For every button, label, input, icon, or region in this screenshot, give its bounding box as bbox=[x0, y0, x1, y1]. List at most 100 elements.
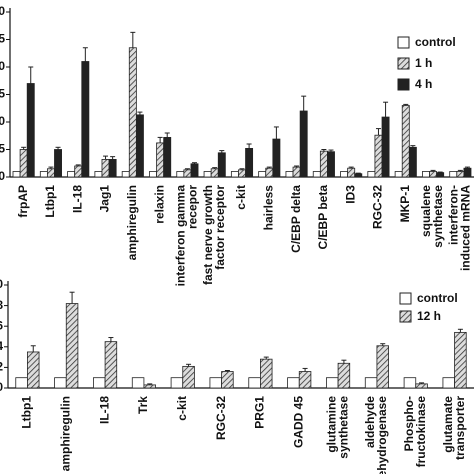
bar bbox=[156, 142, 165, 178]
bar bbox=[121, 171, 130, 178]
bar bbox=[449, 171, 458, 178]
bar bbox=[238, 169, 246, 178]
bar bbox=[209, 377, 222, 389]
bar bbox=[163, 136, 172, 178]
x-tick-label: interferon gamma bbox=[174, 185, 188, 287]
bar bbox=[182, 365, 195, 389]
bar bbox=[364, 377, 378, 389]
y-tick-label: 8 bbox=[0, 298, 3, 312]
x-tick-label: hairless bbox=[261, 185, 275, 231]
y-tick-label: 25 bbox=[0, 32, 5, 46]
bar bbox=[374, 134, 383, 178]
bar bbox=[210, 168, 219, 178]
x-tick-label: Ltbp1 bbox=[20, 396, 34, 429]
x-tick-label: Jag1 bbox=[98, 185, 112, 213]
x-tick-label: recepor bbox=[186, 185, 200, 229]
bar bbox=[340, 171, 349, 178]
legend-label: 12 h bbox=[417, 309, 441, 323]
bar bbox=[54, 377, 67, 389]
bar bbox=[143, 384, 156, 389]
bar bbox=[376, 345, 389, 389]
bar bbox=[260, 358, 273, 389]
x-tick-label: transporter bbox=[453, 396, 467, 460]
bar bbox=[272, 138, 281, 178]
x-tick-label: synthetase bbox=[431, 185, 445, 248]
x-tick-label: glutamate bbox=[441, 396, 455, 453]
x-tick-label: frpAP bbox=[16, 185, 30, 218]
bar bbox=[258, 171, 267, 178]
bar bbox=[429, 171, 438, 178]
bar bbox=[292, 166, 301, 178]
bar bbox=[93, 377, 106, 389]
bar bbox=[230, 171, 239, 178]
x-tick-label: c-kit bbox=[234, 185, 248, 210]
legend-label: control bbox=[415, 35, 456, 49]
x-tick-label: PRG1 bbox=[253, 396, 267, 429]
bar bbox=[415, 383, 428, 389]
x-tick-label: MKP-1 bbox=[398, 185, 412, 223]
x-tick-label: fast nerve growth bbox=[201, 185, 215, 285]
x-tick-label: fructokinase bbox=[414, 396, 428, 468]
bar bbox=[442, 377, 455, 389]
legend-label: 4 h bbox=[415, 77, 432, 91]
bar bbox=[104, 341, 118, 389]
bar bbox=[81, 61, 90, 178]
bar bbox=[298, 371, 312, 389]
x-tick-label: relaxin bbox=[152, 185, 166, 224]
x-tick-label: squalene bbox=[419, 185, 433, 237]
x-tick-label: C/EBP beta bbox=[316, 185, 330, 250]
bar bbox=[221, 371, 234, 389]
x-tick-label: C/EBP delta bbox=[289, 185, 303, 253]
bar bbox=[128, 47, 137, 178]
y-tick-label: 20 bbox=[0, 59, 5, 73]
bar bbox=[26, 83, 35, 178]
x-tick-label: Ltbp1 bbox=[43, 185, 57, 218]
bar bbox=[401, 105, 410, 178]
bar bbox=[326, 377, 339, 389]
x-tick-label: amphiregulin bbox=[125, 185, 139, 260]
bar bbox=[408, 146, 417, 178]
x-tick-label: Trk bbox=[136, 396, 150, 414]
x-tick-label: RGC-32 bbox=[214, 396, 228, 440]
y-tick-label: 30 bbox=[0, 4, 5, 18]
bar bbox=[381, 116, 390, 178]
bar bbox=[15, 377, 28, 389]
x-tick-label: glutamine bbox=[324, 396, 338, 453]
x-tick-label: factor receptor bbox=[213, 185, 227, 270]
x-tick-label: synthetase bbox=[336, 396, 350, 459]
bar bbox=[456, 171, 465, 178]
x-tick-label: IL-18 bbox=[97, 396, 111, 424]
bar bbox=[203, 171, 212, 178]
bar bbox=[94, 171, 103, 178]
x-tick-label: Phospho- bbox=[402, 396, 416, 451]
y-tick-label: 6 bbox=[0, 318, 3, 332]
bar bbox=[27, 351, 40, 389]
bar bbox=[190, 163, 199, 178]
bar bbox=[217, 152, 226, 178]
legend-swatch bbox=[399, 292, 412, 305]
bar bbox=[39, 171, 48, 178]
bar bbox=[367, 171, 376, 178]
bar bbox=[299, 110, 308, 178]
x-tick-label: GADD 45 bbox=[291, 396, 305, 448]
y-tick-label: 0 bbox=[0, 169, 5, 183]
bar bbox=[337, 362, 351, 389]
legend-swatch bbox=[397, 36, 410, 49]
bar bbox=[74, 165, 83, 178]
bar bbox=[319, 150, 328, 178]
bar bbox=[245, 147, 254, 178]
bar bbox=[327, 151, 335, 178]
bar bbox=[135, 114, 144, 178]
bar bbox=[285, 171, 294, 178]
y-tick-label: 10 bbox=[0, 114, 5, 128]
legend-swatch bbox=[397, 78, 410, 91]
y-tick-label: 4 bbox=[0, 339, 3, 353]
bar bbox=[46, 168, 55, 178]
y-tick-label: 15 bbox=[0, 87, 5, 101]
y-tick-label: 10 bbox=[0, 277, 3, 291]
bar bbox=[454, 331, 467, 389]
bar bbox=[65, 303, 79, 389]
y-tick-label: 0 bbox=[0, 380, 3, 394]
bar bbox=[347, 167, 356, 178]
y-tick-label: 5 bbox=[0, 142, 5, 156]
